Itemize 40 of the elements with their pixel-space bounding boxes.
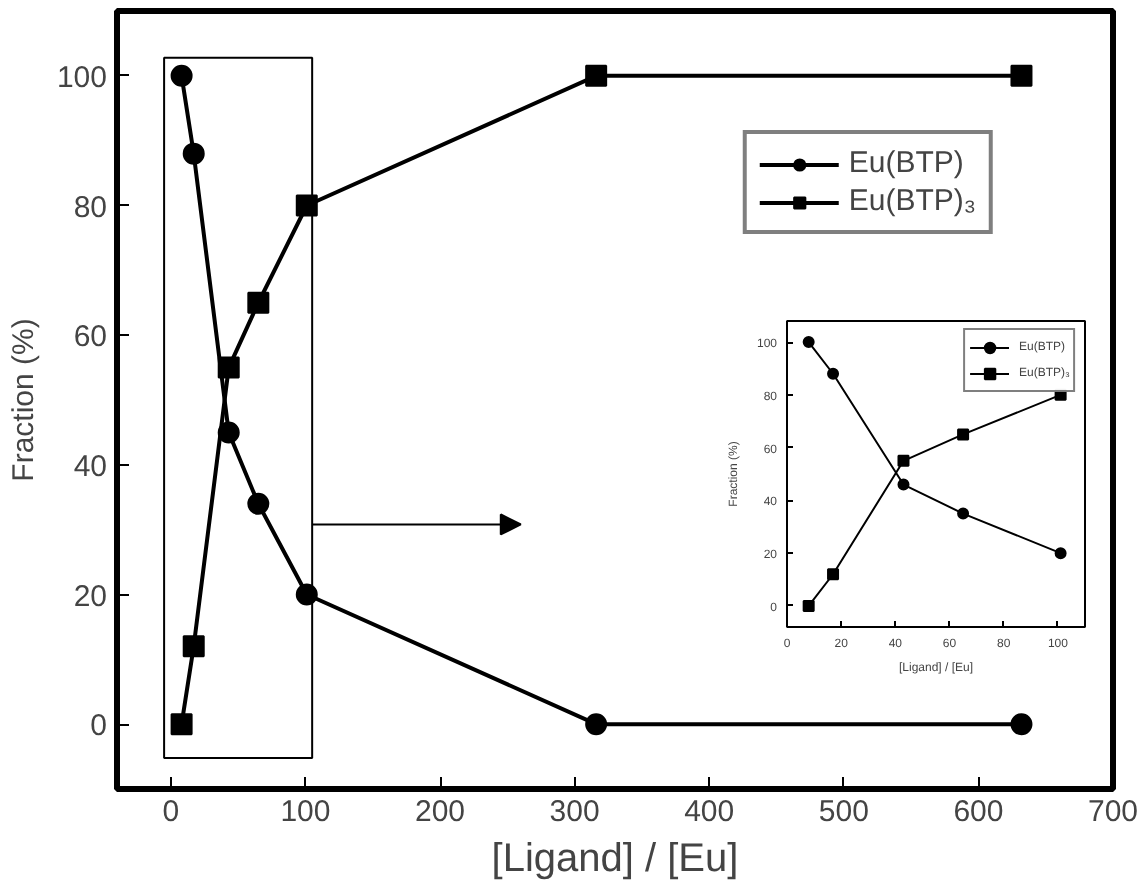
- point: [182, 142, 205, 165]
- x-tick-label: 0: [162, 795, 180, 829]
- x-tick-label: 400: [684, 795, 735, 829]
- point: [957, 507, 970, 520]
- y-tick-label: 20: [73, 579, 108, 614]
- point: [247, 291, 270, 314]
- point: [170, 64, 193, 87]
- point: [295, 583, 318, 606]
- x-tick-label: 500: [818, 795, 869, 829]
- point: [1010, 64, 1033, 87]
- x-tick-label: 200: [415, 795, 466, 829]
- x-tick-label: 700: [1087, 795, 1139, 829]
- x-tick-label: 300: [549, 795, 600, 829]
- point: [827, 367, 840, 380]
- y-tick-label: 80: [73, 190, 108, 225]
- x-tick-label: 600: [953, 795, 1004, 829]
- y-tick-label: 100: [56, 60, 108, 95]
- y-tick-label: 0: [90, 709, 107, 744]
- point: [585, 64, 608, 87]
- point: [827, 568, 840, 581]
- point: [295, 194, 318, 217]
- point: [182, 635, 205, 658]
- x-tick-label: 100: [280, 795, 331, 829]
- y-axis-title: Fraction (%): [6, 318, 41, 482]
- point: [1010, 713, 1033, 736]
- point: [1054, 547, 1067, 560]
- point: [170, 713, 193, 736]
- point: [247, 492, 270, 515]
- y-tick-label: 40: [73, 449, 108, 484]
- point: [802, 599, 815, 612]
- point: [897, 478, 910, 491]
- legend-label: Eu(BTP): [848, 146, 964, 180]
- point: [802, 336, 815, 349]
- point: [585, 713, 608, 736]
- legend-label: Eu(BTP)₃: [848, 184, 976, 218]
- point: [897, 454, 910, 467]
- x-axis-title: [Ligand] / [Eu]: [491, 837, 739, 881]
- y-tick-label: 60: [73, 320, 108, 355]
- point: [217, 356, 240, 379]
- point: [957, 428, 970, 441]
